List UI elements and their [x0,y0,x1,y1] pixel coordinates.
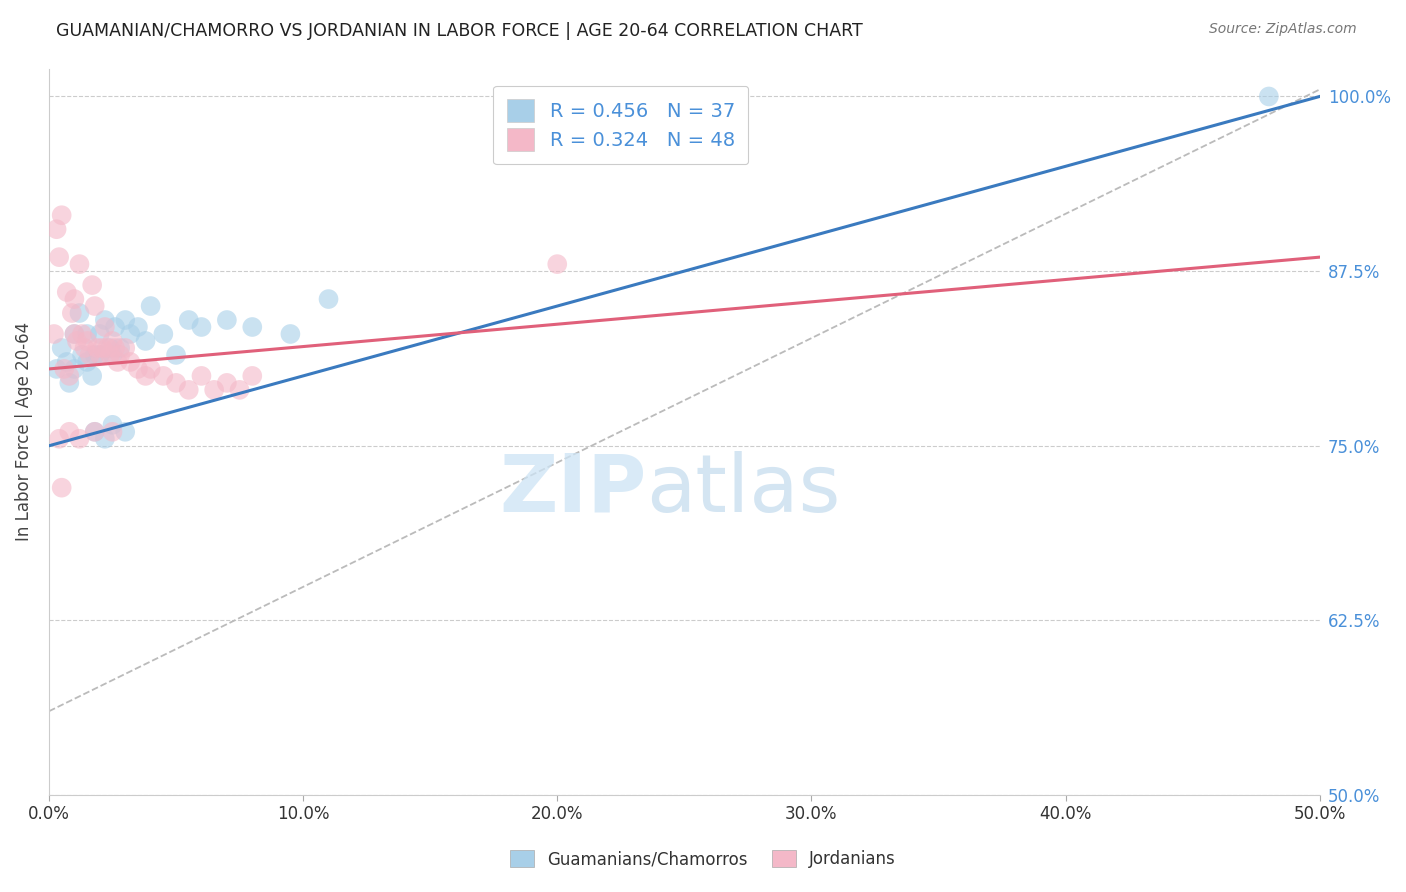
Point [82,368,104,383]
Point [94,313,117,327]
Point [127,320,149,334]
Point [63,362,86,376]
Point [1257,89,1279,103]
Point [63,292,86,306]
Point [98,348,121,362]
Point [165,348,187,362]
Point [51,341,73,355]
Point [108,341,131,355]
Point [48,250,70,264]
Text: GUAMANIAN/CHAMORRO VS JORDANIAN IN LABOR FORCE | AGE 20-64 CORRELATION CHART: GUAMANIAN/CHAMORRO VS JORDANIAN IN LABOR… [56,22,863,40]
Point [104,341,127,355]
Point [135,368,157,383]
Point [96,341,118,355]
Point [190,368,212,383]
Point [101,417,124,432]
Point [69,306,91,320]
Point [107,355,129,369]
Point [127,362,149,376]
Point [190,320,212,334]
Point [53,362,76,376]
Point [139,362,162,376]
Point [58,425,80,439]
Point [79,348,101,362]
Point [101,425,124,439]
Point [91,341,114,355]
Point [177,383,200,397]
Point [215,376,238,390]
Point [58,376,80,390]
Point [101,348,124,362]
Point [135,334,157,348]
Point [120,326,142,341]
Text: atlas: atlas [647,451,841,529]
Point [165,376,187,390]
Point [73,341,96,355]
Point [240,320,263,334]
Point [82,278,104,293]
Point [83,425,105,439]
Point [94,320,117,334]
Point [215,313,238,327]
Point [86,341,108,355]
Point [114,313,136,327]
Point [318,292,340,306]
Point [42,326,65,341]
Point [101,334,124,348]
Point [51,208,73,222]
Point [69,432,91,446]
Point [51,481,73,495]
Point [89,348,111,362]
Point [152,368,174,383]
Point [177,313,200,327]
Point [546,257,568,271]
Point [240,368,263,383]
Legend: R = 0.456   N = 37, R = 0.324   N = 48: R = 0.456 N = 37, R = 0.324 N = 48 [494,86,748,164]
Point [55,355,77,369]
Point [202,383,225,397]
Point [76,355,98,369]
Point [76,334,98,348]
Point [89,326,111,341]
Text: Source: ZipAtlas.com: Source: ZipAtlas.com [1209,22,1357,37]
Point [228,383,250,397]
Point [48,432,70,446]
Point [114,425,136,439]
Point [55,285,77,299]
Point [139,299,162,313]
Point [69,257,91,271]
Point [60,306,83,320]
Point [70,348,93,362]
Point [83,299,105,313]
Point [104,320,127,334]
Y-axis label: In Labor Force | Age 20-64: In Labor Force | Age 20-64 [15,322,32,541]
Point [45,362,67,376]
Point [83,425,105,439]
Point [98,341,121,355]
Legend: Guamanians/Chamorros, Jordanians: Guamanians/Chamorros, Jordanians [503,843,903,875]
Point [63,326,86,341]
Point [66,334,89,348]
Point [280,326,302,341]
Point [83,348,105,362]
Point [58,368,80,383]
Point [152,326,174,341]
Point [108,348,131,362]
Point [120,355,142,369]
Point [63,326,86,341]
Point [89,348,111,362]
Point [45,222,67,236]
Point [94,432,117,446]
Text: ZIP: ZIP [499,451,647,529]
Point [76,326,98,341]
Point [114,341,136,355]
Point [70,326,93,341]
